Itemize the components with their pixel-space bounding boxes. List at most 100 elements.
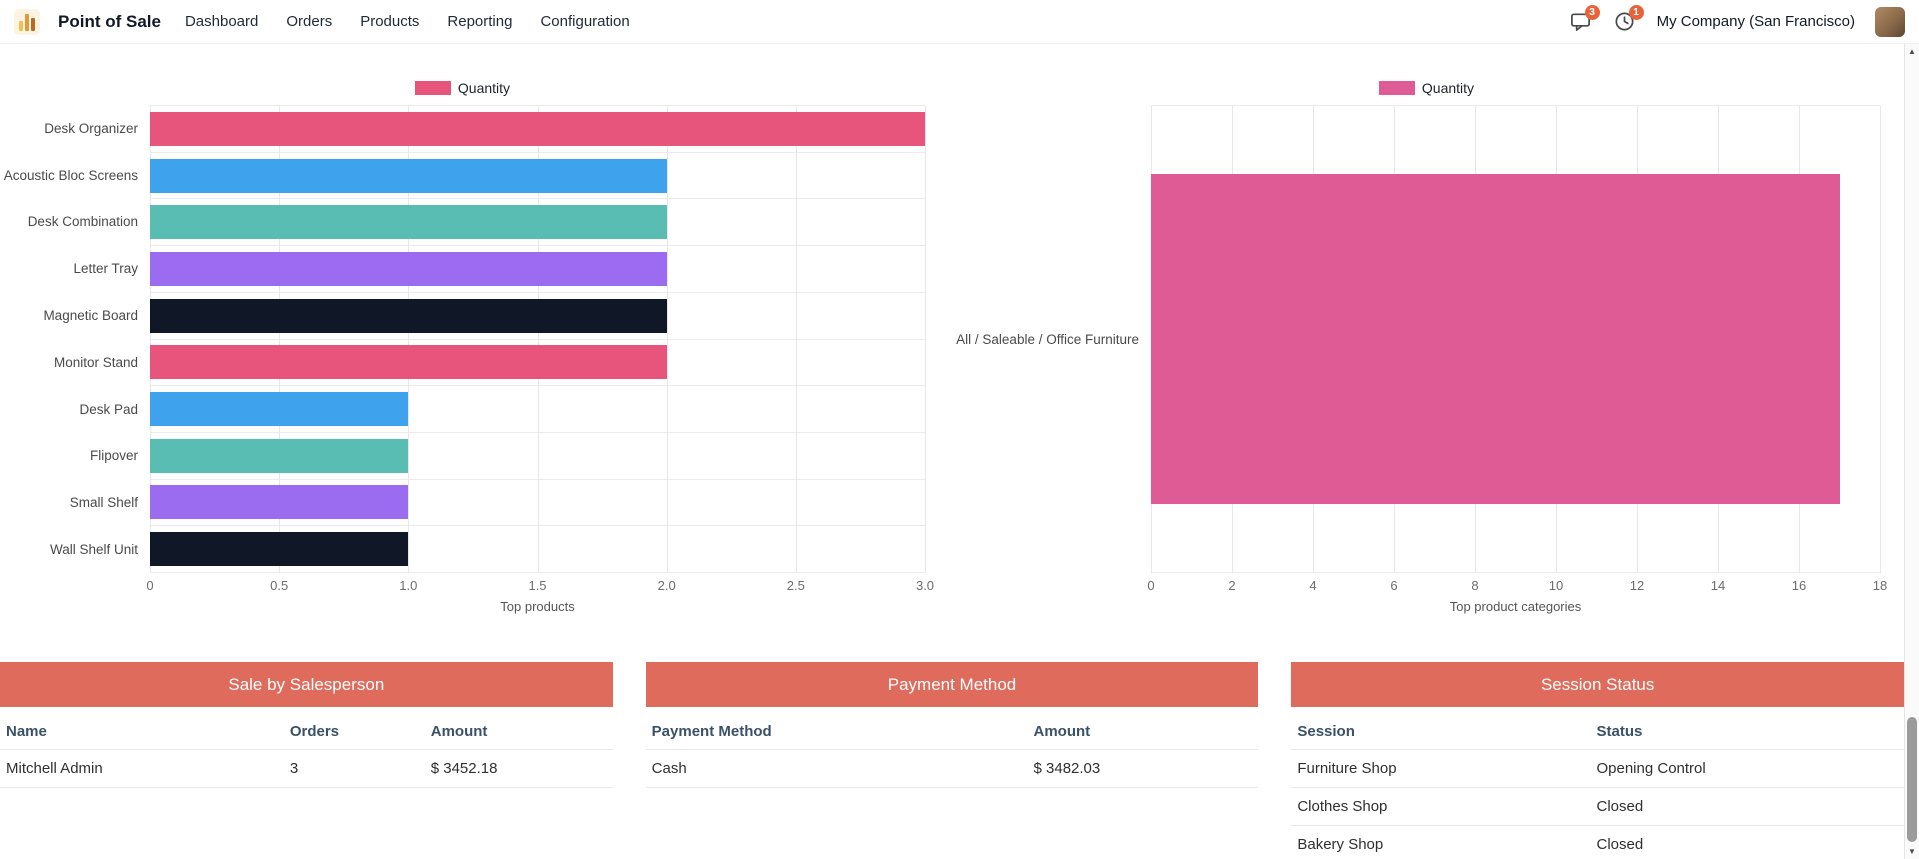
table-cell: $ 3482.03 (1033, 760, 1101, 777)
bar[interactable] (1151, 173, 1840, 505)
navbar-left: Point of Sale Dashboard Orders Products Rep… (14, 8, 630, 35)
category-label: Monitor Stand (53, 354, 138, 370)
legend-swatch (414, 81, 451, 95)
category-label: Desk Organizer (44, 120, 138, 136)
table-cell: Opening Control (1596, 760, 1706, 777)
session-status-card: Session Status Session Status Furniture Sh… (1291, 662, 1905, 859)
x-axis-ticks: 0 0.5 1.0 1.5 2.0 2.5 3.0 (146, 573, 934, 597)
category-label: Small Shelf (69, 495, 138, 511)
bar[interactable] (150, 485, 409, 520)
x-tick-label: 3.0 (915, 578, 935, 593)
app-icon-bar (31, 17, 35, 31)
dashboard-content: Quantity Desk Organizer Acoustic Bloc Scr… (0, 80, 1905, 859)
menu-item-dashboard[interactable]: Dashboard (184, 13, 259, 30)
top-products-chart: Quantity Desk Organizer Acoustic Bloc Scr… (0, 80, 934, 614)
plot-area-wrap: Desk Organizer Acoustic Bloc Screens Desk … (0, 105, 934, 614)
category-label: Magnetic Board (43, 308, 138, 324)
x-tick-label: 0 (1147, 578, 1155, 593)
category-label: Desk Pad (79, 401, 138, 417)
bar[interactable] (150, 251, 667, 286)
table-cell: 3 (289, 760, 299, 777)
column-header: Session (1297, 723, 1355, 740)
x-tick-label: 2.5 (786, 578, 805, 593)
messages-button[interactable]: 3 (1569, 4, 1600, 34)
gridline (795, 106, 797, 573)
bar[interactable] (150, 532, 409, 567)
activities-button[interactable]: 1 (1613, 4, 1644, 34)
table-cell: Mitchell Admin (6, 760, 103, 777)
navbar-right: 3 1 My Company (San Francisco) (1569, 4, 1905, 37)
session-status-table: Session Status Furniture Shop Opening Contr… (1291, 707, 1905, 859)
activities-badge: 1 (1628, 4, 1644, 20)
plot-area-wrap: All / Saleable / Office Furniture 0 2 4 6 8 1… (956, 105, 1887, 614)
bar-row (150, 153, 925, 200)
app-icon-bar (25, 13, 29, 31)
menu-item-orders[interactable]: Orders (286, 13, 333, 30)
table-row: Furniture Shop Opening Control (1291, 750, 1905, 788)
x-tick-label: 16 (1791, 578, 1807, 593)
x-axis-title: Top product categories (1449, 599, 1582, 614)
payment-method-table: Payment Method Amount Cash $ 3482.03 (645, 707, 1259, 859)
bar[interactable] (150, 205, 667, 240)
card-title: Session Status (1291, 662, 1905, 707)
plot-column: 0 2 4 6 8 10 12 14 16 18 Top product categories (1147, 105, 1887, 614)
scroll-down-arrow[interactable]: ▼ (1908, 847, 1916, 856)
bar[interactable] (150, 111, 925, 146)
messages-badge: 3 (1584, 4, 1600, 20)
bar[interactable] (150, 345, 667, 380)
pos-app-icon[interactable] (14, 8, 40, 35)
bar[interactable] (150, 298, 667, 333)
gridline (925, 106, 926, 573)
category-label: Wall Shelf Unit (49, 542, 138, 558)
x-tick-label: 10 (1548, 578, 1564, 593)
table-row: Cash $ 3482.03 (645, 750, 1259, 788)
table-row: Mitchell Admin 3 $ 3452.18 (0, 750, 613, 788)
scrollbar-thumb[interactable] (1907, 717, 1917, 842)
bar[interactable] (150, 158, 667, 193)
x-tick-label: 4 (1309, 578, 1317, 593)
app-icon-bar (19, 20, 23, 31)
bar-row (1151, 106, 1880, 573)
table-cell: Closed (1596, 836, 1644, 853)
legend-swatch (1378, 81, 1415, 95)
chart-legend[interactable]: Quantity (0, 80, 925, 96)
x-tick-label: 1.5 (528, 578, 547, 593)
sale-by-salesperson-card: Sale by Salesperson Name Orders Amount Mitc… (0, 662, 613, 859)
gridline (408, 106, 410, 573)
top-navbar: Point of Sale Dashboard Orders Products Rep… (0, 0, 1919, 44)
chart-legend[interactable]: Quantity (973, 80, 1880, 96)
x-tick-label: 6 (1390, 578, 1398, 593)
table-cell: Bakery Shop (1297, 836, 1384, 853)
bar[interactable] (150, 438, 409, 473)
chat-bubble-icon (1570, 12, 1590, 31)
column-header: Status (1596, 723, 1643, 740)
table-cell: Closed (1596, 798, 1644, 815)
summary-tables: Sale by Salesperson Name Orders Amount Mitc… (0, 662, 1905, 859)
app-title: Point of Sale (58, 11, 161, 31)
menu-item-products[interactable]: Products (360, 13, 420, 30)
category-label: All / Saleable / Office Furniture (956, 331, 1139, 347)
x-tick-label: 2 (1228, 578, 1236, 593)
clock-icon (1615, 11, 1634, 31)
table-cell: Cash (651, 760, 687, 777)
sale-by-salesperson-table: Name Orders Amount Mitchell Admin 3 $ 3452.18 (0, 707, 613, 859)
user-avatar[interactable] (1875, 6, 1905, 37)
card-title: Payment Method (645, 662, 1259, 707)
category-axis: All / Saleable / Office Furniture (956, 105, 1151, 573)
vertical-scrollbar[interactable]: ▲ ▼ (1904, 44, 1919, 859)
table-cell: Furniture Shop (1297, 760, 1397, 777)
x-tick-label: 1.0 (399, 578, 418, 593)
table-cell: $ 3452.18 (430, 760, 498, 777)
category-label: Letter Tray (73, 261, 138, 277)
company-switcher[interactable]: My Company (San Francisco) (1656, 13, 1855, 30)
scroll-up-arrow[interactable]: ▲ (1908, 47, 1916, 56)
main-menu: Dashboard Orders Products Reporting Configur… (185, 13, 630, 30)
charts-section: Quantity Desk Organizer Acoustic Bloc Scr… (0, 80, 1904, 614)
table-cell: Clothes Shop (1297, 798, 1388, 815)
bar[interactable] (150, 392, 409, 427)
card-title: Sale by Salesperson (0, 662, 613, 707)
plot-column: 0 0.5 1.0 1.5 2.0 2.5 3.0 Top products (146, 105, 934, 614)
menu-item-configuration[interactable]: Configuration (540, 13, 630, 30)
menu-item-reporting[interactable]: Reporting (447, 13, 513, 30)
x-tick-label: 2.0 (657, 578, 676, 593)
